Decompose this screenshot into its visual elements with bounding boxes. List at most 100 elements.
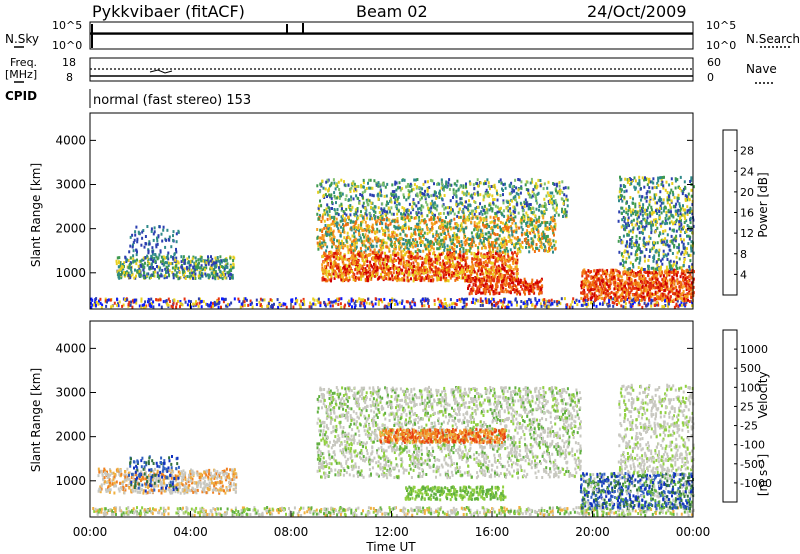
power-echo-cell <box>526 229 529 233</box>
power-echo-cell <box>444 224 447 228</box>
power-echo-cell <box>497 305 500 309</box>
power-echo-cell <box>128 266 131 270</box>
power-echo-cell <box>361 204 364 208</box>
power-echo-cell <box>458 207 461 211</box>
power-echo-cell <box>330 215 333 219</box>
power-echo-cell <box>310 305 313 309</box>
power-echo-cell <box>336 196 338 200</box>
power-echo-cell <box>507 269 510 273</box>
power-echo-cell <box>464 276 467 280</box>
power-echo-cell <box>207 262 210 266</box>
power-echo-cell <box>419 250 422 253</box>
power-echo-cell <box>384 185 387 189</box>
power-echo-cell <box>339 302 342 306</box>
power-echo-cell <box>381 261 384 265</box>
power-echo-cell <box>507 265 510 269</box>
power-echo-cell <box>452 196 454 199</box>
power-echo-cell <box>532 227 535 231</box>
power-echo-cell <box>479 193 482 197</box>
power-echo-cell <box>651 299 654 303</box>
power-echo-cell <box>525 245 527 249</box>
power-echo-cell <box>458 272 461 276</box>
power-echo-cell <box>326 275 329 279</box>
power-echo-cell <box>360 264 363 268</box>
power-echo-cell <box>394 182 397 186</box>
power-echo-cell <box>505 221 508 225</box>
power-echo-cell <box>350 186 353 190</box>
power-echo-cell <box>156 257 159 261</box>
power-echo-cell <box>521 209 524 213</box>
power-echo-cell <box>363 262 366 266</box>
power-echo-cell <box>329 265 332 269</box>
power-echo-cell <box>405 251 408 254</box>
power-echo-cell <box>239 305 242 309</box>
power-echo-cell <box>145 242 148 246</box>
power-echo-cell <box>484 211 487 215</box>
power-echo-cell <box>532 206 535 210</box>
power-echo-cell <box>554 199 557 202</box>
power-echo-cell <box>200 255 203 259</box>
power-echo-cell <box>455 200 458 204</box>
power-echo-cell <box>543 236 546 240</box>
power-echo-cell <box>379 188 382 192</box>
power-echo-cell <box>371 217 373 221</box>
power-echo-cell <box>389 271 392 275</box>
power-echo-cell <box>323 219 326 223</box>
power-echo-cell <box>575 298 578 302</box>
power-echo-cell <box>423 243 426 247</box>
power-echo-cell <box>510 303 513 307</box>
power-echo-cell <box>496 224 499 228</box>
power-echo-cell <box>470 291 473 295</box>
power-echo-cell <box>182 274 185 277</box>
power-echo-cell <box>430 278 433 282</box>
power-echo-cell <box>553 182 556 186</box>
power-echo-cell <box>486 178 489 182</box>
power-echo-cell <box>583 301 586 305</box>
power-echo-cell <box>473 252 476 255</box>
power-echo-cell <box>458 276 460 279</box>
power-echo-cell <box>370 300 373 304</box>
power-echo-cell <box>500 275 503 279</box>
power-echo-cell <box>536 192 539 196</box>
power-echo-cell <box>360 266 363 270</box>
power-echo-cell <box>504 261 507 265</box>
power-echo-cell <box>452 263 455 267</box>
power-echo-cell <box>160 232 163 236</box>
power-echo-cell <box>455 256 458 260</box>
power-echo-cell <box>444 264 447 268</box>
power-echo-cell <box>207 255 209 259</box>
power-echo-cell <box>424 255 427 259</box>
power-echo-cell <box>406 242 409 246</box>
power-echo-cell <box>402 249 405 253</box>
power-echo-cell <box>360 214 363 218</box>
power-echo-cell <box>464 192 467 196</box>
power-echo-cell <box>508 274 511 278</box>
power-echo-cell <box>470 212 473 216</box>
power-echo-cell <box>447 232 450 236</box>
power-echo-cell <box>186 275 189 278</box>
power-echo-cell <box>141 263 144 267</box>
power-echo-cell <box>194 272 197 276</box>
power-echo-cell <box>117 304 120 308</box>
power-echo-cell <box>456 223 459 227</box>
power-echo-cell <box>369 253 372 257</box>
power-echo-cell <box>455 266 458 269</box>
power-echo-cell <box>179 300 182 303</box>
power-echo-cell <box>333 235 335 239</box>
power-echo-cell <box>371 250 374 254</box>
power-echo-cell <box>225 304 228 308</box>
power-echo-cell <box>224 276 227 280</box>
power-echo-cell <box>491 228 494 232</box>
power-echo-cell <box>555 208 557 212</box>
power-echo-cell <box>420 229 423 233</box>
power-echo-cell <box>350 297 353 301</box>
power-echo-cell <box>294 302 297 306</box>
power-echo-cell <box>362 272 365 276</box>
power-echo-cell <box>400 212 402 216</box>
power-echo-cell <box>380 298 382 302</box>
power-echo-cell <box>643 301 646 305</box>
power-echo-cell <box>549 191 552 195</box>
power-echo-cell <box>657 303 660 307</box>
power-echo-cell <box>390 300 393 304</box>
power-echo-cell <box>628 300 631 304</box>
